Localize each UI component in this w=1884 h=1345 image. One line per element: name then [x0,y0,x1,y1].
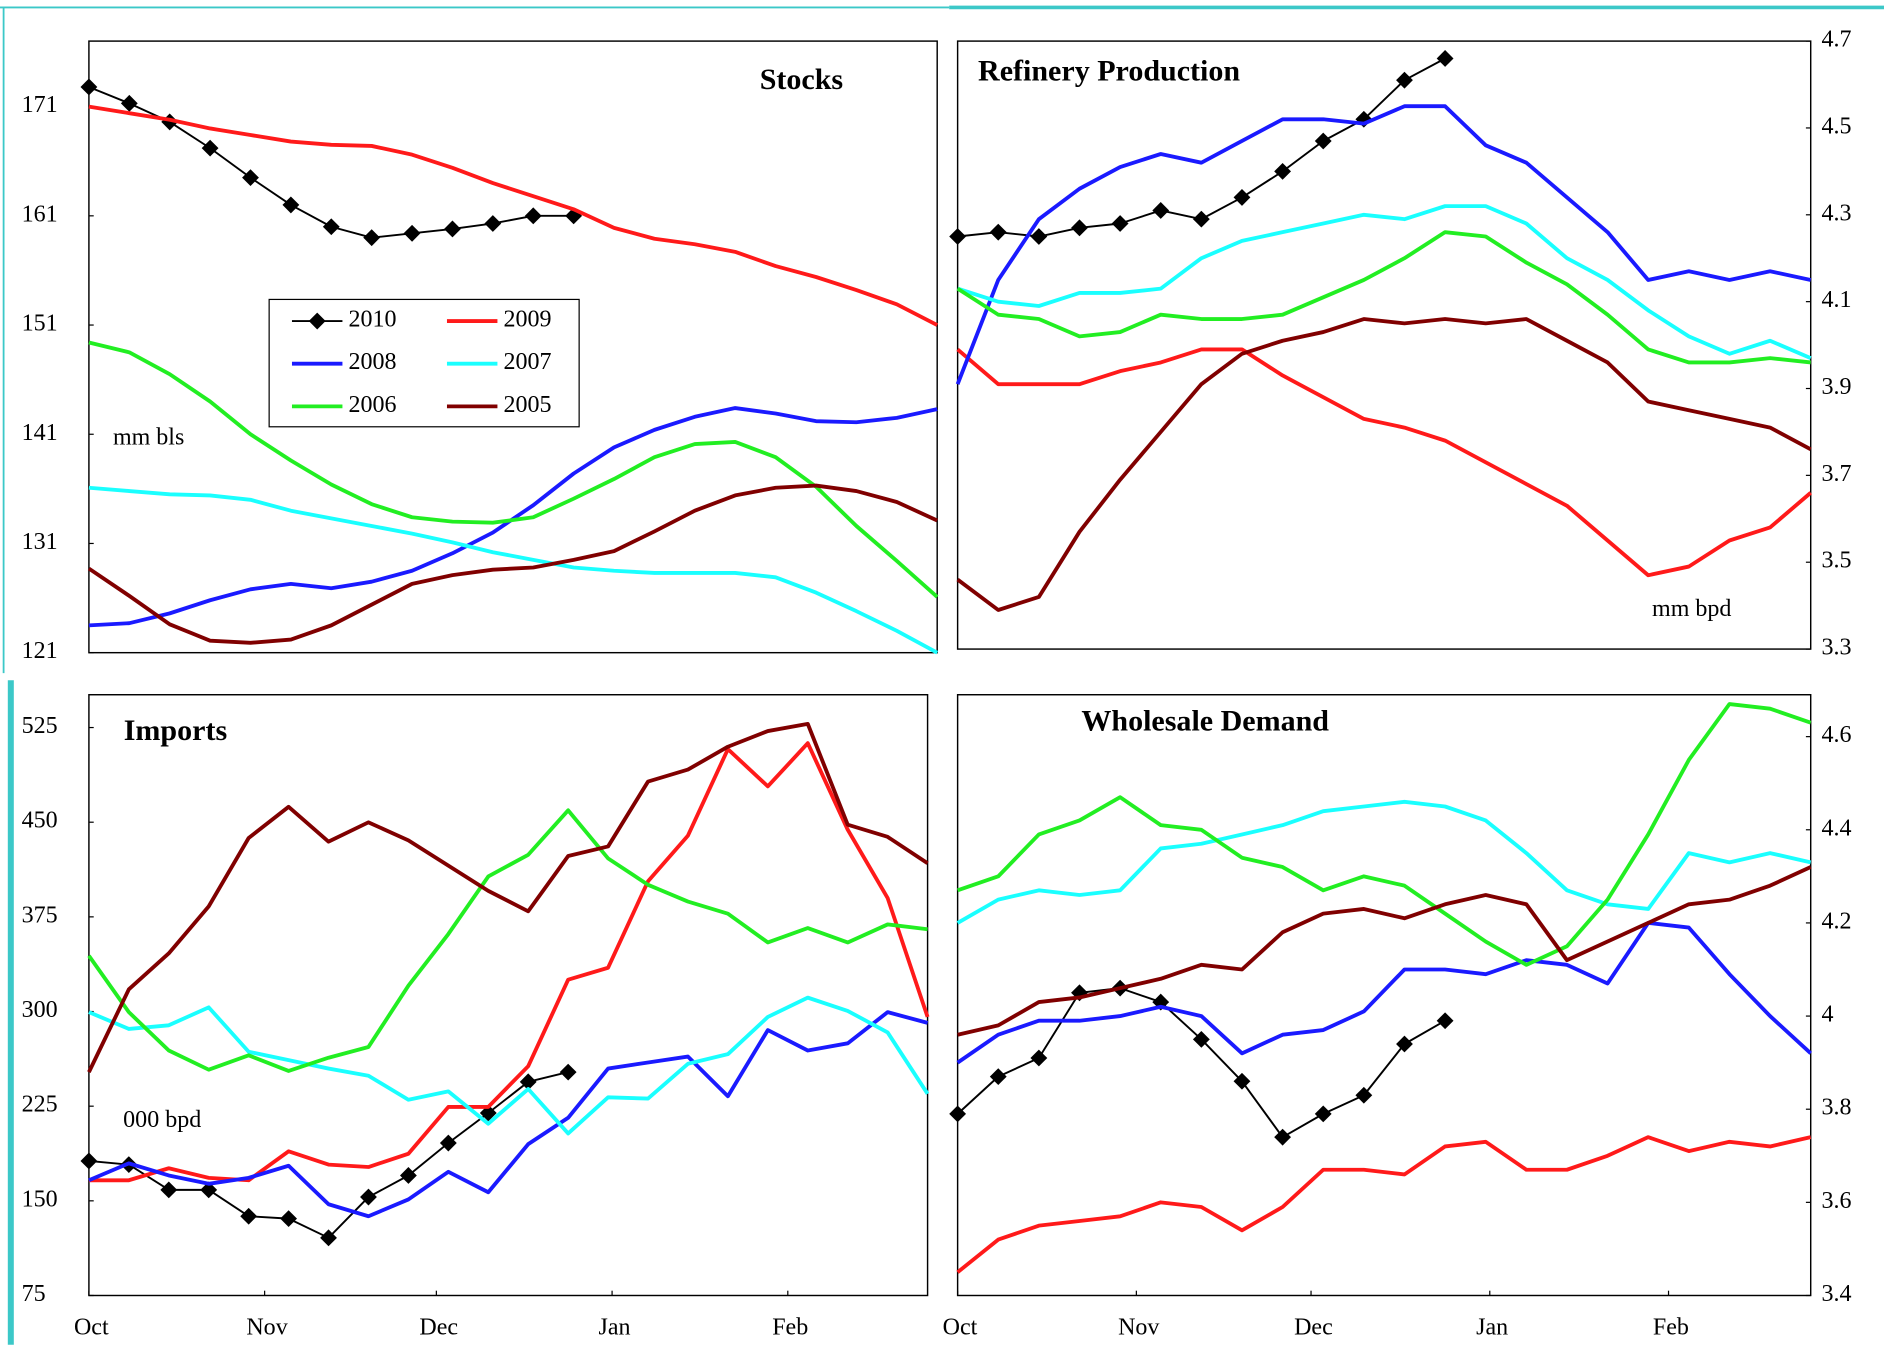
y-tick-label: 3.9 [1822,374,1852,400]
legend-label: 2007 [503,349,551,375]
marker [242,169,259,187]
x-tick-label: Oct [74,1315,109,1341]
y-tick-label: 300 [22,997,58,1023]
y-tick-label: 4.5 [1822,113,1852,139]
x-tick-label: Jan [1476,1315,1508,1341]
series-line [956,799,1812,925]
series-line [956,702,1812,967]
y-tick-label: 131 [22,529,58,555]
marker [1233,189,1251,206]
y-tick-label: 141 [22,420,58,446]
y-tick-label: 161 [22,201,58,227]
marker [1030,228,1048,245]
unit-label: mm bpd [1652,596,1731,622]
y-tick-label: 3.3 [1822,635,1852,661]
y-tick-label: 3.4 [1822,1281,1852,1307]
series-line [88,1010,929,1219]
series-line [88,104,939,327]
marker [444,220,461,238]
y-tick-label: 4.7 [1822,27,1852,53]
series-line [88,485,939,655]
y-tick-label: 4.1 [1822,287,1852,313]
y-tick-label: 375 [22,902,58,928]
series-line [87,721,929,1073]
y-tick-label: 121 [22,638,58,664]
marker [1396,1035,1413,1053]
legend-label: 2009 [503,307,551,333]
y-tick-label: 3.5 [1822,548,1852,574]
y-tick-label: 4.2 [1822,908,1852,934]
marker [439,1134,457,1152]
marker [559,1063,577,1081]
y-tick-label: 4.6 [1822,722,1852,748]
marker [403,224,421,242]
marker [989,223,1007,241]
series-line [956,921,1813,1065]
y-tick-label: 450 [22,808,58,834]
legend-label: 2010 [348,307,396,333]
marker [322,218,340,236]
x-tick-label: Oct [943,1315,978,1341]
legend-marker [308,312,326,330]
x-tick-label: Dec [1294,1315,1333,1341]
y-tick-label: 150 [22,1186,58,1212]
marker [949,228,967,245]
y-tick-label: 4.4 [1822,815,1852,841]
chart-title: Wholesale Demand [1081,704,1329,737]
y-tick-label: 225 [22,1092,58,1118]
marker [524,207,542,225]
x-tick-label: Feb [772,1315,808,1341]
series-line [956,317,1812,612]
marker [363,229,381,247]
x-tick-label: Nov [1118,1315,1160,1341]
marker [80,78,98,96]
y-tick-label: 4.3 [1822,200,1852,226]
y-tick-label: 3.6 [1822,1188,1852,1214]
series-line [87,808,928,1073]
series-line [957,204,1812,360]
marker [282,196,300,214]
series-line [956,347,1812,578]
plot-area [956,40,1812,650]
y-tick-label: 4 [1822,1002,1834,1028]
unit-label: 000 bpd [123,1107,201,1133]
x-tick-label: Nov [246,1315,288,1341]
series-line [956,1135,1812,1274]
series-line [87,483,938,645]
legend-label: 2005 [503,392,551,418]
y-tick-label: 3.7 [1822,461,1852,487]
y-tick-label: 75 [22,1281,46,1307]
series-line [955,104,1812,385]
marker [1274,1128,1292,1146]
x-tick-label: Feb [1653,1315,1689,1341]
x-tick-label: Jan [598,1315,630,1341]
chart-title: Stocks [760,63,843,96]
marker [1111,215,1129,232]
y-tick-label: 171 [22,92,58,118]
series-line [957,865,1812,1037]
y-tick-label: 525 [22,713,58,739]
chart-title: Imports [124,714,227,747]
unit-label: mm bls [113,424,184,450]
marker [1274,162,1292,180]
marker [1436,50,1454,67]
series-line [88,340,939,599]
y-tick-label: 3.8 [1822,1095,1852,1121]
y-tick-label: 151 [22,311,58,337]
legend-label: 2008 [348,349,396,375]
plot-area [88,694,929,1297]
chart-title: Refinery Production [978,54,1240,87]
marker [484,215,502,232]
marker [1436,1012,1454,1030]
marker [1152,202,1170,219]
legend-label: 2006 [348,392,396,418]
x-tick-label: Dec [419,1315,458,1341]
series-line [88,995,930,1136]
series-line [956,230,1811,365]
